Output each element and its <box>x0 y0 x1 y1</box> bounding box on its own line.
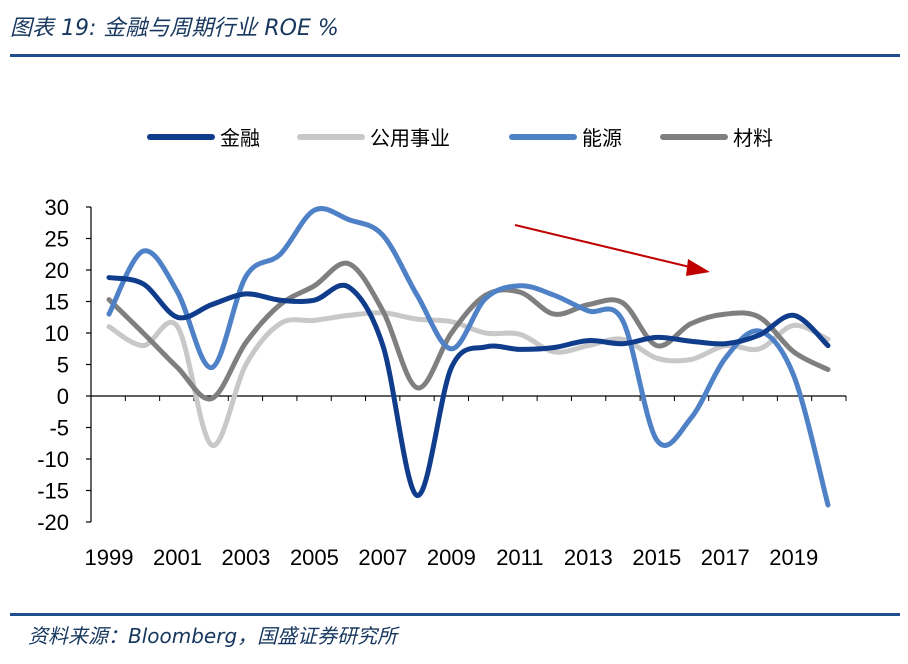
chart-series <box>106 206 831 508</box>
legend-label: 材料 <box>733 126 773 150</box>
x-tick-label: 2003 <box>221 545 270 570</box>
trend-arrow-shaft <box>514 224 695 269</box>
x-tick-label: 2013 <box>564 545 613 570</box>
y-tick-label: -20 <box>37 510 69 535</box>
y-tick-label: 5 <box>57 353 69 378</box>
legend-label: 公用事业 <box>370 126 450 150</box>
series-line-1 <box>106 310 831 448</box>
source-note: 资料来源：Bloomberg，国盛证券研究所 <box>28 624 398 648</box>
chart-title: 图表 19: 金融与周期行业 ROE % <box>10 16 339 41</box>
trend-arrow-head <box>686 259 710 276</box>
x-tick-label: 2015 <box>632 545 681 570</box>
series-line-2 <box>106 206 831 508</box>
y-tick-label: 0 <box>57 384 69 409</box>
bottom-divider <box>10 613 900 616</box>
y-tick-label: 30 <box>45 195 69 220</box>
y-tick-label: -5 <box>49 416 69 441</box>
top-divider <box>10 54 900 57</box>
y-tick-label: 10 <box>45 321 69 346</box>
series-line-0 <box>106 275 831 499</box>
x-tick-label: 2019 <box>769 545 818 570</box>
trend-annotation <box>514 224 710 276</box>
y-tick-label: 20 <box>45 258 69 283</box>
y-tick-label: -10 <box>37 447 69 472</box>
y-tick-label: 25 <box>45 227 69 252</box>
x-tick-label: 2011 <box>496 545 543 570</box>
y-tick-label: 15 <box>45 290 69 315</box>
x-tick-label: 2017 <box>701 545 750 570</box>
chart-legend: 金融 公用事业 能源 材料 <box>147 126 773 150</box>
x-tick-label: 2007 <box>358 545 407 570</box>
legend-label: 能源 <box>582 126 622 150</box>
x-tick-label: 1999 <box>85 545 134 570</box>
y-tick-label: -15 <box>37 479 69 504</box>
x-tick-label: 2005 <box>290 545 339 570</box>
series-line-3 <box>106 260 831 402</box>
x-tick-label: 2009 <box>427 545 476 570</box>
x-tick-label: 2001 <box>153 545 202 570</box>
legend-label: 金融 <box>220 126 260 150</box>
